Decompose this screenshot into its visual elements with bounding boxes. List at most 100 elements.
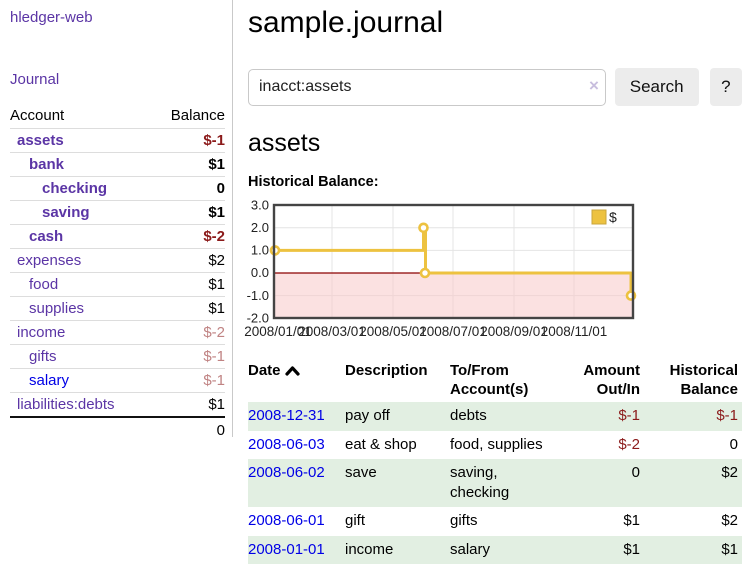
account-balance: $-1 bbox=[151, 368, 225, 393]
register-row: 2008-12-31 pay off debts $-1 $-1 bbox=[248, 402, 742, 431]
transaction-date-link[interactable]: 2008-06-03 bbox=[248, 435, 325, 453]
search-bar: × Search ? bbox=[248, 68, 742, 106]
transaction-description: gift bbox=[345, 512, 366, 530]
transaction-balance: $2 bbox=[721, 512, 738, 530]
transaction-amount: $1 bbox=[623, 540, 640, 558]
account-balance: $1 bbox=[151, 200, 225, 225]
transaction-amount: $-1 bbox=[618, 407, 640, 425]
register-header-accounts: To/From Account(s) bbox=[450, 362, 529, 399]
register-row: 2008-01-01 income salary $1 $1 bbox=[248, 535, 742, 564]
account-row: expenses $2 bbox=[10, 248, 225, 273]
main-content: sample.journal × Search ? assets Histori… bbox=[244, 0, 742, 564]
transaction-amount: 0 bbox=[631, 463, 640, 481]
account-heading: assets bbox=[248, 129, 321, 157]
help-button[interactable]: ? bbox=[709, 68, 742, 106]
accounts-table: Account Balance assets $-1 bank $1 check… bbox=[10, 104, 225, 442]
account-link-gifts[interactable]: gifts bbox=[29, 348, 57, 365]
brand-link[interactable]: hledger-web bbox=[10, 9, 93, 26]
sidebar: hledger-web Journal Account Balance asse… bbox=[0, 0, 233, 439]
transaction-accounts: saving, checking bbox=[450, 463, 510, 502]
historical-balance-chart: $ 3.0 2.0 1.0 0.0 -1.0 -2.0 2008/01/01 2… bbox=[244, 198, 637, 339]
register-header-description: Description bbox=[345, 362, 428, 379]
transaction-accounts: debts bbox=[450, 407, 487, 425]
account-link-income[interactable]: income bbox=[17, 324, 66, 341]
account-link-cash[interactable]: cash bbox=[29, 228, 64, 245]
account-row: food $1 bbox=[10, 272, 225, 297]
account-balance: $1 bbox=[151, 392, 225, 418]
account-row: gifts $-1 bbox=[10, 344, 225, 369]
chart-title: Historical Balance: bbox=[248, 174, 379, 190]
account-row: cash $-2 bbox=[10, 224, 225, 249]
account-balance: 0 bbox=[151, 176, 225, 201]
accounts-total-row: 0 bbox=[10, 417, 225, 442]
register-header-amount: Amount Out/In bbox=[583, 362, 640, 399]
transaction-balance: $-1 bbox=[716, 407, 738, 425]
transaction-description: eat & shop bbox=[345, 435, 417, 453]
accounts-header-row: Account Balance bbox=[10, 104, 225, 129]
account-balance: $2 bbox=[151, 248, 225, 273]
account-balance: $-1 bbox=[151, 344, 225, 369]
y-axis-ticks: 3.0 2.0 1.0 0.0 -1.0 -2.0 bbox=[247, 198, 269, 326]
svg-text:2008/01/01: 2008/01/01 bbox=[244, 324, 312, 339]
transaction-accounts: gifts bbox=[450, 512, 478, 530]
transaction-amount: $-2 bbox=[618, 435, 640, 453]
svg-text:2008/07/01: 2008/07/01 bbox=[419, 324, 487, 339]
account-link-saving[interactable]: saving bbox=[42, 204, 90, 221]
account-link-food[interactable]: food bbox=[29, 276, 59, 293]
transaction-description: save bbox=[345, 463, 377, 481]
svg-text:-1.0: -1.0 bbox=[247, 288, 269, 303]
register-header-balance: Historical Balance bbox=[669, 362, 738, 399]
transaction-date-link[interactable]: 2008-12-31 bbox=[248, 407, 325, 425]
plot-border bbox=[272, 203, 635, 320]
transaction-description: pay off bbox=[345, 407, 390, 425]
account-link-checking[interactable]: checking bbox=[42, 180, 108, 197]
transaction-date-link[interactable]: 2008-01-01 bbox=[248, 540, 325, 558]
search-input[interactable] bbox=[248, 68, 606, 106]
account-balance: $-1 bbox=[151, 128, 225, 153]
transaction-date-link[interactable]: 2008-06-02 bbox=[248, 463, 325, 481]
register-row: 2008-06-02 save saving, checking 0 $2 bbox=[248, 458, 742, 508]
transaction-balance: $2 bbox=[721, 463, 738, 481]
account-link-bank[interactable]: bank bbox=[29, 156, 65, 173]
transaction-balance: $1 bbox=[721, 540, 738, 558]
svg-text:2.0: 2.0 bbox=[251, 220, 269, 235]
accounts-header-account: Account bbox=[10, 107, 65, 124]
account-link-liabilities-debts[interactable]: liabilities:debts bbox=[17, 396, 115, 413]
clear-search-icon[interactable]: × bbox=[589, 76, 599, 95]
svg-text:2008/09/01: 2008/09/01 bbox=[480, 324, 548, 339]
account-row: assets $-1 bbox=[10, 128, 225, 153]
x-axis-ticks: 2008/01/01 2008/03/01 2008/05/01 2008/07… bbox=[244, 324, 607, 339]
account-row: liabilities:debts $1 bbox=[10, 392, 225, 418]
sort-ascending-icon bbox=[284, 366, 300, 376]
register-header-row: Date Description To/From Account(s) Amou… bbox=[248, 359, 742, 402]
account-balance: $-2 bbox=[151, 224, 225, 249]
register-table: Date Description To/From Account(s) Amou… bbox=[248, 359, 742, 564]
accounts-header-balance: Balance bbox=[170, 107, 225, 124]
account-balance: $1 bbox=[151, 272, 225, 297]
search-button[interactable]: Search bbox=[614, 68, 699, 106]
legend-swatch-icon bbox=[591, 209, 607, 225]
account-row: checking 0 bbox=[10, 176, 225, 201]
account-row: salary $-1 bbox=[10, 368, 225, 393]
account-link-supplies[interactable]: supplies bbox=[29, 300, 85, 317]
svg-text:2008/11/01: 2008/11/01 bbox=[541, 324, 608, 339]
account-link-assets[interactable]: assets bbox=[17, 132, 64, 149]
svg-text:1.0: 1.0 bbox=[251, 243, 269, 258]
transaction-accounts: food, supplies bbox=[450, 435, 543, 453]
transaction-description: income bbox=[345, 540, 394, 558]
account-link-expenses[interactable]: expenses bbox=[17, 252, 82, 269]
svg-text:-2.0: -2.0 bbox=[247, 310, 269, 325]
negative-region bbox=[275, 273, 632, 317]
account-row: bank $1 bbox=[10, 152, 225, 177]
account-link-salary[interactable]: salary bbox=[29, 372, 70, 389]
page-title: sample.journal bbox=[248, 6, 444, 39]
app-brand: hledger-web bbox=[10, 9, 232, 27]
transaction-date-link[interactable]: 2008-06-01 bbox=[248, 512, 325, 530]
accounts-total: 0 bbox=[216, 422, 225, 439]
register-row: 2008-06-01 gift gifts $1 $2 bbox=[248, 507, 742, 535]
svg-text:0.0: 0.0 bbox=[251, 265, 269, 280]
account-balance: $1 bbox=[151, 296, 225, 321]
register-header-date[interactable]: Date bbox=[248, 359, 345, 402]
nav-journal-link[interactable]: Journal bbox=[10, 71, 60, 88]
legend-label: $ bbox=[609, 209, 617, 225]
